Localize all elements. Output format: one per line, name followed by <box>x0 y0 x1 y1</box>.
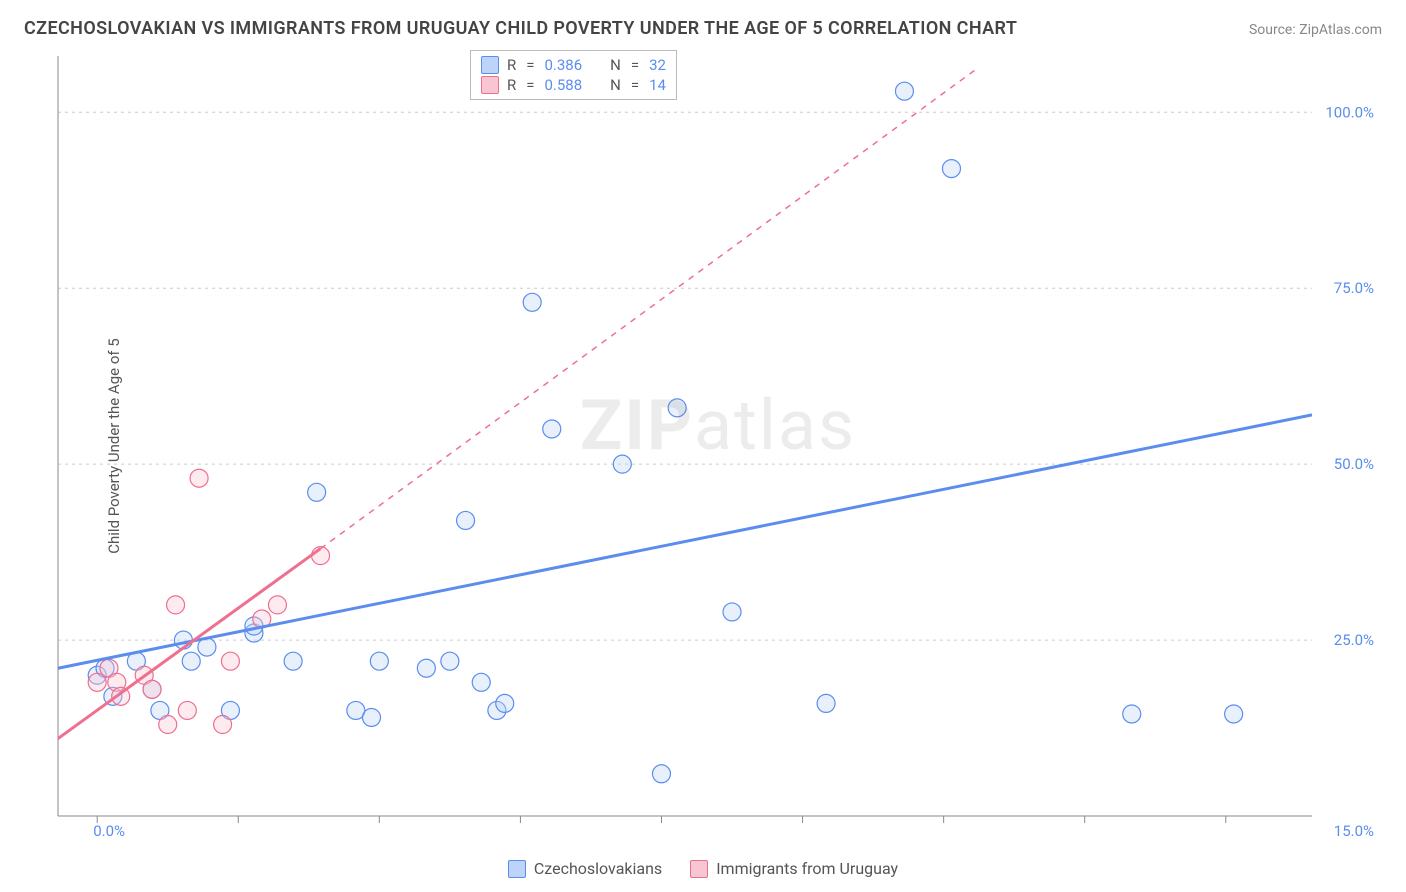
source-prefix: Source: <box>1249 22 1299 38</box>
stat-r-value: 0.588 <box>544 76 582 94</box>
svg-text:0.0%: 0.0% <box>93 822 125 836</box>
scatter-point <box>613 455 631 473</box>
scatter-point <box>496 694 514 712</box>
legend-item: Czechoslovakians <box>508 859 662 878</box>
stat-r-label: R <box>507 76 516 94</box>
stat-r-label: R <box>507 56 516 74</box>
scatter-point <box>221 652 239 670</box>
stat-n-label: N <box>610 56 621 74</box>
scatter-point <box>895 82 913 100</box>
scatter-point <box>268 596 286 614</box>
scatter-point <box>370 652 388 670</box>
scatter-point <box>1225 705 1243 723</box>
chart-title: CZECHOSLOVAKIAN VS IMMIGRANTS FROM URUGU… <box>24 18 1017 39</box>
svg-text:100.0%: 100.0% <box>1325 103 1374 121</box>
scatter-point <box>190 469 208 487</box>
scatter-point <box>543 420 561 438</box>
legend-swatch <box>508 860 526 878</box>
scatter-point <box>417 659 435 677</box>
stat-n-label: N <box>610 76 621 94</box>
scatter-point <box>652 765 670 783</box>
scatter-point <box>308 483 326 501</box>
bottom-legend: Czechoslovakians Immigrants from Uruguay <box>0 859 1406 878</box>
trend-line <box>58 415 1312 668</box>
scatter-svg: 25.0% 50.0% 75.0% 100.0% 0.0% 15.0% <box>54 48 1382 836</box>
stat-n-value: 14 <box>649 76 666 94</box>
scatter-point <box>143 680 161 698</box>
legend-label: Czechoslovakians <box>534 859 662 878</box>
scatter-point <box>1123 705 1141 723</box>
scatter-point <box>214 716 232 734</box>
svg-text:75.0%: 75.0% <box>1334 279 1374 297</box>
scatter-point <box>668 399 686 417</box>
stats-legend-box: R=0.386N=32R=0.588N=14 <box>470 50 677 100</box>
trend-line-dash <box>321 70 975 549</box>
svg-text:50.0%: 50.0% <box>1334 455 1374 473</box>
scatter-point <box>178 701 196 719</box>
legend-label: Immigrants from Uruguay <box>716 859 898 878</box>
series-swatch <box>481 76 499 94</box>
scatter-point <box>457 511 475 529</box>
stats-row: R=0.386N=32 <box>481 55 666 75</box>
stat-n-value: 32 <box>649 56 666 74</box>
scatter-point <box>942 160 960 178</box>
scatter-point <box>363 708 381 726</box>
scatter-point <box>472 673 490 691</box>
svg-text:25.0%: 25.0% <box>1334 631 1374 649</box>
scatter-point <box>441 652 459 670</box>
scatter-point <box>523 293 541 311</box>
legend-item: Immigrants from Uruguay <box>690 859 898 878</box>
plot-area: ZIPatlas 25.0%50.0%75.0%100.0%0.0%15.0% <box>54 48 1382 836</box>
scatter-point <box>182 652 200 670</box>
scatter-point <box>167 596 185 614</box>
svg-text:15.0%: 15.0% <box>1334 822 1374 836</box>
scatter-point <box>723 603 741 621</box>
stat-r-value: 0.386 <box>544 56 582 74</box>
series-swatch <box>481 56 499 74</box>
legend-swatch <box>690 860 708 878</box>
source-label: Source: ZipAtlas.com <box>1249 22 1382 38</box>
scatter-point <box>284 652 302 670</box>
source-link[interactable]: ZipAtlas.com <box>1299 22 1382 38</box>
scatter-point <box>159 716 177 734</box>
scatter-point <box>817 694 835 712</box>
stats-row: R=0.588N=14 <box>481 75 666 95</box>
